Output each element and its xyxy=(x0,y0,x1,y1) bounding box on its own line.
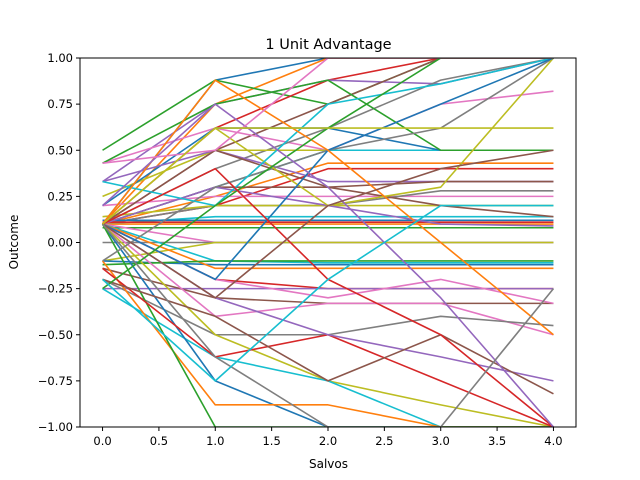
series-line xyxy=(101,223,555,427)
y-tick-label: 1.00 xyxy=(47,51,73,65)
y-tick-label: 0.50 xyxy=(47,143,73,157)
series-line xyxy=(102,127,554,225)
series-line xyxy=(101,79,554,336)
y-tick-label: −0.50 xyxy=(38,328,73,342)
series-line xyxy=(102,58,554,164)
y-tick-label: 0.75 xyxy=(47,97,73,111)
x-tick-label: 1.5 xyxy=(262,434,280,448)
series-line xyxy=(102,223,554,336)
y-tick-label: 0.00 xyxy=(47,236,73,250)
series-line xyxy=(102,149,554,299)
x-tick-label: 0.0 xyxy=(93,434,111,448)
series-line xyxy=(102,103,555,427)
series-line xyxy=(101,223,554,427)
x-axis-label: Salvos xyxy=(309,457,348,471)
series-line xyxy=(102,58,554,207)
x-tick-label: 2.0 xyxy=(319,434,337,448)
series-line xyxy=(102,79,554,164)
x-tick-label: 2.5 xyxy=(375,434,393,448)
x-tick-label: 3.0 xyxy=(432,434,450,448)
y-tick-label: 0.25 xyxy=(47,189,73,203)
series-line xyxy=(101,260,554,427)
series-line xyxy=(102,223,554,264)
series-layer xyxy=(101,58,555,427)
x-tick-label: 0.5 xyxy=(150,434,168,448)
y-tick-label: −0.75 xyxy=(38,374,73,388)
series-line xyxy=(102,278,554,395)
chart-title: 1 Unit Advantage xyxy=(265,37,391,53)
series-line xyxy=(101,58,554,225)
series-line xyxy=(102,223,554,270)
series-line xyxy=(102,260,554,266)
x-tick-label: 4.0 xyxy=(544,434,562,448)
series-line xyxy=(102,204,554,382)
series-line xyxy=(101,223,554,427)
x-tick-label: 1.0 xyxy=(206,434,224,448)
x-axis-ticks: 0.0 0.5 1.0 1.5 2.0 2.5 3.0 3.5 4.0 xyxy=(93,427,563,448)
y-axis-label: Outcome xyxy=(7,215,21,270)
series-line xyxy=(102,260,554,266)
y-axis-ticks: −1.00 −0.75 −0.50 −0.25 0.00 0.25 0.50 0.75 1.00 xyxy=(38,51,80,434)
series-line xyxy=(102,215,554,225)
y-tick-label: −1.00 xyxy=(38,420,73,434)
y-tick-label: −0.25 xyxy=(38,282,73,296)
x-tick-label: 3.5 xyxy=(488,434,506,448)
